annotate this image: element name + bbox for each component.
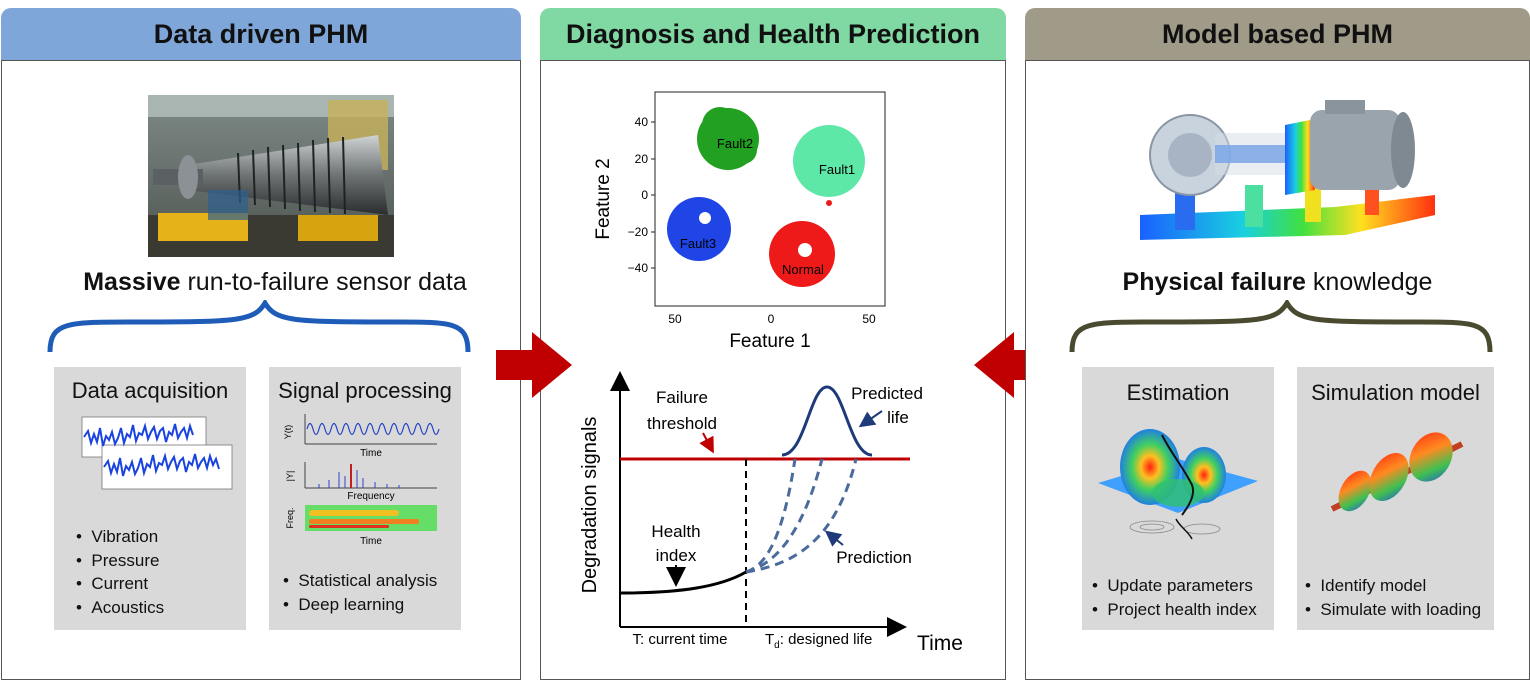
left-brace: [47, 300, 471, 353]
acquisition-list: Vibration Pressure Current Acoustics: [76, 525, 164, 619]
svg-text:index: index: [656, 546, 697, 565]
data-acquisition-box: Data acquisition Vibration Pressure Curr…: [54, 367, 246, 630]
svg-text:50: 50: [668, 312, 682, 326]
svg-text:20: 20: [635, 152, 649, 166]
list-item: Pressure: [76, 549, 164, 573]
svg-text:Fault2: Fault2: [717, 136, 753, 151]
scatter-ylabel: Feature 2: [593, 158, 614, 239]
list-item: Statistical analysis: [283, 569, 437, 593]
estimation-title: Estimation: [1126, 380, 1230, 405]
svg-text:Normal: Normal: [782, 262, 824, 277]
svg-text:Failure: Failure: [656, 388, 708, 407]
svg-text:50: 50: [862, 312, 876, 326]
scatter-xlabel: Feature 1: [729, 331, 810, 352]
left-caption: Massive run-to-failure sensor data: [83, 268, 467, 296]
cluster-fault2: Fault2: [697, 107, 759, 170]
svg-text:0: 0: [768, 312, 775, 326]
pump-model-illustration: [1140, 100, 1435, 240]
svg-text:Predicted: Predicted: [851, 384, 923, 403]
estimation-list: Update parameters Project health index: [1092, 574, 1257, 622]
list-item: Update parameters: [1092, 574, 1257, 598]
list-item: Project health index: [1092, 598, 1256, 622]
simulation-list: Identify model Simulate with loading: [1305, 574, 1481, 621]
right-brace: [1069, 300, 1493, 353]
cluster-normal: Normal: [769, 221, 835, 287]
list-item: Identify model: [1305, 574, 1481, 598]
degradation-xlabel: Time: [917, 632, 963, 655]
feature-scatter-plot: 40 20 0 −20 −40 50 0 50 Feature 1 Featur…: [593, 91, 886, 352]
svg-text:0: 0: [641, 188, 648, 202]
header-data-driven: Data driven PHM: [1, 8, 521, 60]
designed-life-label: Td: designed life: [765, 631, 872, 651]
processing-list: Statistical analysis Deep learning: [283, 569, 437, 616]
degradation-chart: Time Degradation signals Failure thresho…: [579, 371, 963, 655]
svg-text:Fault3: Fault3: [680, 236, 716, 251]
list-item: Current: [76, 572, 164, 596]
svg-text:Freq.: Freq.: [285, 507, 295, 528]
health-index-curve: [619, 570, 747, 595]
signal-processing-plots: Y(t) Time |Y| Frequency Freq. Time: [283, 414, 440, 547]
predicted-life-curve: [781, 385, 873, 457]
svg-text:Prediction: Prediction: [836, 548, 912, 567]
svg-text:40: 40: [635, 115, 649, 129]
estimation-surface-plot: [1098, 429, 1258, 540]
svg-text:Fault1: Fault1: [819, 162, 855, 177]
header-diagnosis: Diagnosis and Health Prediction: [540, 8, 1006, 60]
svg-text:Y(t): Y(t): [283, 425, 293, 440]
cluster-fault3: Fault3: [667, 197, 731, 261]
data-acquisition-title: Data acquisition: [71, 378, 229, 403]
prediction-curves: [745, 458, 858, 574]
signal-processing-box: Signal processing Y(t) Time |Y| Frequenc…: [269, 367, 461, 630]
svg-text:Time: Time: [360, 448, 382, 459]
simulation-model-box: Simulation model Identify model Simulate…: [1297, 367, 1494, 630]
cluster-fault1: Fault1: [793, 125, 865, 206]
svg-text:Health: Health: [651, 522, 700, 541]
signal-processing-title: Signal processing: [278, 378, 452, 403]
svg-text:Time: Time: [360, 536, 382, 547]
arrow-left-icon: [974, 332, 1050, 398]
turbine-photo: [148, 95, 394, 257]
degradation-ylabel: Degradation signals: [579, 417, 601, 594]
list-item: Acoustics: [76, 596, 164, 620]
list-item: Vibration: [76, 525, 164, 549]
vibration-signal-plot: [81, 416, 233, 490]
arrow-right-icon: [496, 332, 572, 398]
list-item: Simulate with loading: [1305, 598, 1481, 622]
right-caption: Physical failure knowledge: [1122, 268, 1433, 296]
estimation-box: Estimation Update parameters Project hea…: [1082, 367, 1274, 630]
svg-text:Frequency: Frequency: [347, 491, 394, 502]
list-item: Deep learning: [283, 593, 437, 617]
svg-text:life: life: [887, 408, 909, 427]
svg-text:threshold: threshold: [647, 414, 717, 433]
simulation-title: Simulation model: [1311, 380, 1480, 405]
svg-text:−40: −40: [628, 261, 649, 275]
svg-text:|Y|: |Y|: [285, 471, 295, 482]
header-model-based: Model based PHM: [1025, 8, 1530, 60]
svg-text:T: current time: T: current time: [632, 631, 727, 648]
rotor-simulation-icon: [1330, 432, 1464, 512]
svg-text:−20: −20: [628, 225, 649, 239]
